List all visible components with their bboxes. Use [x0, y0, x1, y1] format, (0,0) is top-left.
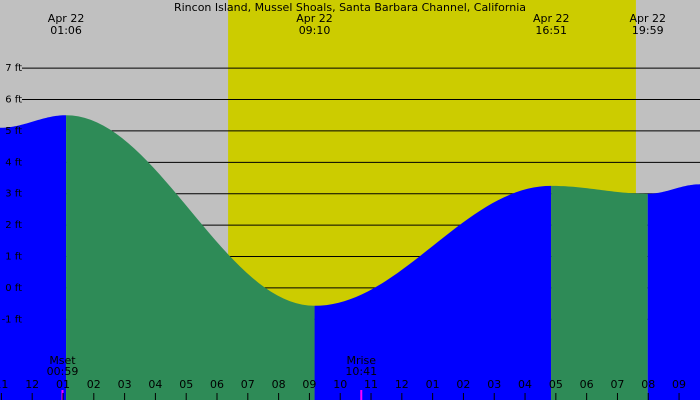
x-tick-label: 11 — [364, 378, 378, 391]
y-tick-label: 1 ft — [5, 252, 22, 263]
tide-segment — [647, 184, 700, 400]
moon-time: 10:41 — [345, 365, 377, 378]
event-time: 09:10 — [299, 24, 331, 37]
x-tick-label: 07 — [241, 378, 255, 391]
x-tick-label: 04 — [518, 378, 532, 391]
x-tick-label: 08 — [641, 378, 655, 391]
event-date: Apr 22 — [629, 12, 666, 25]
tide-segment — [66, 115, 315, 400]
x-tick-label: 02 — [87, 378, 101, 391]
tide-segment — [551, 185, 648, 400]
y-tick-label: 5 ft — [5, 126, 22, 137]
x-tick-label: 06 — [580, 378, 594, 391]
event-time: 19:59 — [632, 24, 664, 37]
event-date: Apr 22 — [533, 12, 570, 25]
tide-segment — [314, 185, 552, 400]
x-tick-label: 12 — [395, 378, 409, 391]
x-tick-label: 01 — [56, 378, 70, 391]
x-tick-label: 09 — [672, 378, 686, 391]
x-tick-label: 03 — [118, 378, 132, 391]
x-tick-label: 08 — [272, 378, 286, 391]
y-tick-label: 3 ft — [5, 189, 22, 200]
y-tick-label: 4 ft — [5, 157, 22, 168]
x-tick-label: 12 — [25, 378, 39, 391]
y-tick-label: 2 ft — [5, 220, 22, 231]
y-tick-label: 6 ft — [5, 95, 22, 106]
moon-label: Mset — [49, 354, 76, 367]
event-date: Apr 22 — [48, 12, 85, 25]
event-time: 01:06 — [50, 24, 82, 37]
moon-time: 00:59 — [47, 365, 79, 378]
x-tick-label: 01 — [426, 378, 440, 391]
x-tick-label: 05 — [179, 378, 193, 391]
x-tick-label: 02 — [456, 378, 470, 391]
y-tick-label: 7 ft — [5, 63, 22, 74]
y-tick-label: 0 ft — [5, 283, 22, 294]
y-tick-label: -1 ft — [2, 314, 22, 325]
x-tick-label: 11 — [0, 378, 8, 391]
x-tick-label: 07 — [610, 378, 624, 391]
x-tick-label: 03 — [487, 378, 501, 391]
x-tick-label: 09 — [302, 378, 316, 391]
x-tick-label: 06 — [210, 378, 224, 391]
event-time: 16:51 — [535, 24, 567, 37]
moon-label: Mrise — [346, 354, 376, 367]
event-date: Apr 22 — [296, 12, 333, 25]
tide-segment — [0, 115, 67, 400]
x-tick-label: 10 — [333, 378, 347, 391]
x-tick-label: 05 — [549, 378, 563, 391]
chart-title: Rincon Island, Mussel Shoals, Santa Barb… — [174, 1, 526, 14]
x-tick-label: 04 — [148, 378, 162, 391]
